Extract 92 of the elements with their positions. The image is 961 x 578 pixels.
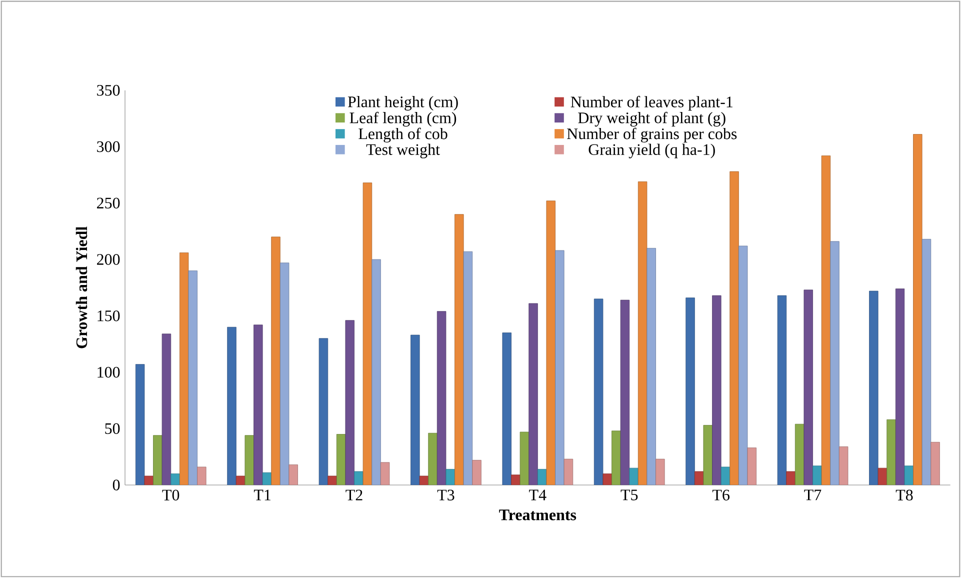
legend-label: Number of grains per cobs xyxy=(567,128,737,143)
legend-label: Plant height (cm) xyxy=(348,96,458,111)
bar xyxy=(227,326,236,485)
bar xyxy=(794,424,804,485)
bar xyxy=(328,476,337,485)
bar xyxy=(638,181,648,485)
bar xyxy=(703,425,712,485)
bar xyxy=(372,259,381,485)
bar xyxy=(336,434,346,485)
bar xyxy=(271,236,280,485)
legend-label: Dry weight of plant (g) xyxy=(578,112,726,127)
bar xyxy=(838,446,848,485)
y-tick-label: 200 xyxy=(97,254,120,265)
bar xyxy=(594,298,604,485)
bar xyxy=(528,303,538,485)
bar xyxy=(830,241,840,485)
bar xyxy=(869,290,878,485)
bar xyxy=(786,471,796,485)
bar xyxy=(410,334,420,485)
bar xyxy=(886,419,896,485)
bar xyxy=(454,214,464,485)
y-axis-title: Growth and Yiedl xyxy=(76,226,88,348)
bar xyxy=(472,460,482,485)
x-tick-label: T0 xyxy=(162,490,180,500)
bar xyxy=(821,156,831,485)
legend-label: Grain yield (q ha-1) xyxy=(588,144,715,158)
x-tick-label: T7 xyxy=(804,490,822,500)
bar xyxy=(564,458,574,485)
bar xyxy=(345,320,354,485)
bar xyxy=(730,171,739,485)
bar xyxy=(502,332,512,485)
bar xyxy=(162,334,172,485)
y-tick-label: 50 xyxy=(105,423,120,434)
bar xyxy=(188,270,198,485)
bar xyxy=(656,458,665,485)
bar xyxy=(463,251,473,485)
bar xyxy=(930,442,940,485)
bar xyxy=(612,430,621,485)
x-tick-label: T1 xyxy=(254,490,270,500)
bar xyxy=(546,200,556,485)
bar xyxy=(922,238,932,485)
y-tick-label: 250 xyxy=(97,198,120,208)
bar xyxy=(280,262,290,485)
bar xyxy=(436,311,446,485)
bar xyxy=(646,248,656,485)
x-axis-title: Treatments xyxy=(499,510,576,520)
bar xyxy=(153,435,162,485)
x-tick-label: T4 xyxy=(529,490,546,500)
bar xyxy=(629,468,638,485)
x-tick-label: T5 xyxy=(620,490,638,500)
bar xyxy=(804,290,813,485)
bar xyxy=(179,252,189,485)
bar xyxy=(694,471,704,485)
bar xyxy=(738,246,748,485)
x-tick-label: T3 xyxy=(437,490,454,500)
bar xyxy=(244,435,254,485)
bar xyxy=(555,250,564,485)
legend-label: Test weight xyxy=(366,144,440,158)
bar xyxy=(197,466,206,485)
bar xyxy=(686,298,695,485)
bar xyxy=(878,468,888,485)
bar xyxy=(712,295,722,485)
bar xyxy=(135,364,145,485)
x-tick-label: T6 xyxy=(712,490,730,500)
bar xyxy=(895,288,905,485)
bar xyxy=(428,432,438,485)
bar xyxy=(254,324,263,485)
bar xyxy=(511,474,520,485)
y-tick-label: 350 xyxy=(97,84,120,96)
legend-label: Number of leaves plant-1 xyxy=(570,96,732,111)
bar xyxy=(144,476,154,485)
x-tick-label: T8 xyxy=(896,490,913,500)
bar xyxy=(747,448,756,485)
y-tick-label: 150 xyxy=(98,310,120,322)
x-tick-label: T2 xyxy=(346,490,362,500)
y-tick-label: 0 xyxy=(112,480,120,490)
bar xyxy=(288,464,298,485)
bar xyxy=(380,462,390,485)
bar xyxy=(777,295,787,485)
bar xyxy=(236,476,246,485)
bar xyxy=(170,474,180,485)
legend-label: Length of cob xyxy=(358,128,448,143)
bar xyxy=(602,474,612,485)
bar xyxy=(620,300,630,485)
legend-label: Leaf length (cm) xyxy=(350,112,456,127)
bar xyxy=(362,182,372,485)
bar xyxy=(913,134,922,485)
bar xyxy=(419,476,429,485)
bar xyxy=(318,338,328,485)
bar xyxy=(520,432,530,485)
y-tick-label: 300 xyxy=(97,141,120,152)
y-tick-label: 100 xyxy=(98,366,120,378)
